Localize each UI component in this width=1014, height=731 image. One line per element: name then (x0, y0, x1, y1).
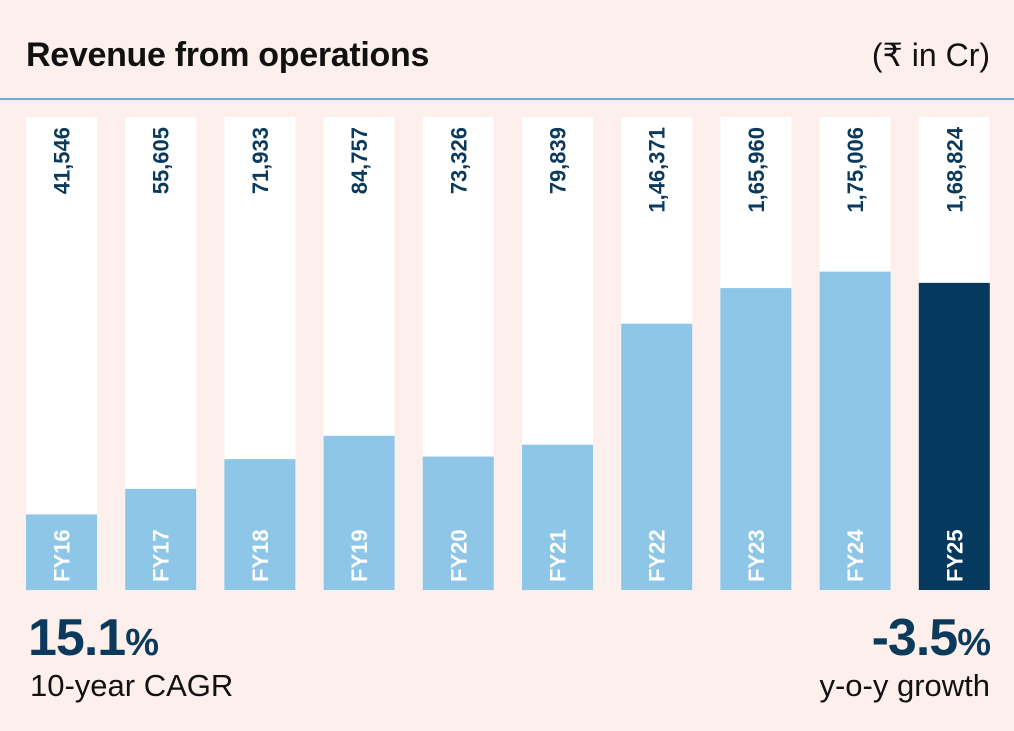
category-label: FY19 (347, 529, 372, 582)
bar-fy24 (819, 271, 891, 590)
value-label: 84,757 (347, 127, 372, 194)
value-label: 1,68,824 (942, 126, 967, 212)
value-label: 1,46,371 (645, 127, 670, 213)
category-label: FY22 (645, 529, 670, 582)
bar-fy21 (522, 444, 593, 590)
category-label: FY23 (744, 529, 769, 582)
bar-fy20 (422, 456, 494, 590)
value-label: 55,605 (149, 127, 174, 194)
value-label: 41,546 (50, 127, 75, 194)
category-label: FY24 (843, 529, 868, 582)
chart-header: Revenue from operations (₹ in Cr) (0, 0, 1014, 100)
category-label: FY20 (446, 529, 471, 582)
yoy-growth-value: -3.5% (871, 609, 991, 667)
bar-fy16 (26, 514, 97, 590)
unit-label: (₹ in Cr) (871, 37, 990, 73)
category-label: FY21 (546, 529, 571, 582)
bar-fy23 (720, 288, 792, 590)
value-label: 1,65,960 (744, 127, 769, 213)
cagr-label: 10-year CAGR (30, 668, 234, 703)
bar-fy17 (125, 488, 197, 590)
bar-fy25 (918, 282, 990, 590)
chart-title: Revenue from operations (26, 36, 430, 74)
value-label: 73,326 (446, 127, 471, 194)
bar-fy19 (323, 435, 395, 590)
category-label: FY17 (149, 529, 174, 582)
yoy-growth-label: y-o-y growth (819, 668, 990, 703)
bar-fy22 (621, 323, 693, 590)
bar-track (26, 117, 97, 590)
cagr-value: 15.1% (28, 609, 159, 667)
value-label: 1,75,006 (843, 127, 868, 213)
category-label: FY25 (942, 529, 967, 582)
category-label: FY18 (248, 529, 273, 582)
value-label: 71,933 (248, 127, 273, 194)
bar-fy18 (224, 459, 296, 590)
value-label: 79,839 (546, 127, 571, 194)
category-label: FY16 (50, 529, 75, 582)
